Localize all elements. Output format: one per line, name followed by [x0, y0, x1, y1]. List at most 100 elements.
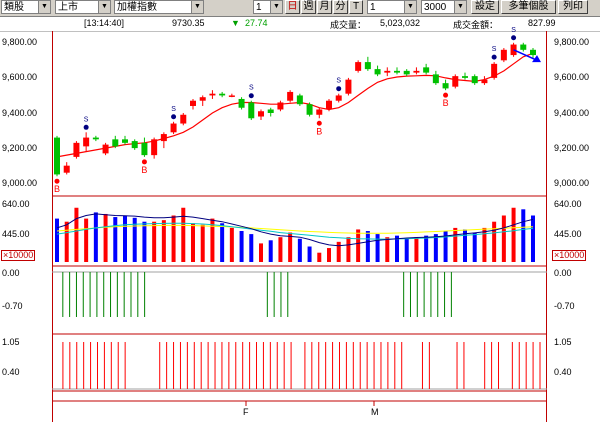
tick-button[interactable]: T: [349, 0, 363, 14]
chevron-down-icon[interactable]: ▼: [404, 1, 416, 13]
quote-price: 9730.35: [172, 18, 205, 28]
volume-value: 5,023,032: [380, 18, 421, 28]
volume-bar: [336, 241, 341, 262]
price-axis-label-right: 9,000.00: [554, 178, 590, 188]
candle-body: [238, 98, 245, 108]
volume-bar: [220, 223, 225, 262]
quote-change: 27.74: [245, 18, 268, 28]
index-value: 加權指數: [117, 2, 157, 13]
volume-unit-badge: ×10000: [1, 250, 36, 261]
volume-bar: [239, 231, 244, 262]
candle-body: [432, 74, 439, 84]
volume-bar: [171, 215, 176, 262]
bars-value: 3000: [424, 2, 447, 13]
candle-body: [413, 70, 420, 73]
volume-bar: [327, 248, 331, 262]
month-button[interactable]: 月: [317, 0, 332, 14]
volume-bar: [511, 207, 516, 262]
multi-stock-button[interactable]: 多筆個股: [501, 0, 556, 14]
volume-bar: [74, 207, 79, 262]
day-button[interactable]: 日: [285, 0, 300, 14]
candle-body: [209, 93, 216, 96]
candle-body: [287, 91, 294, 101]
index-select[interactable]: 加權指數 ▼: [114, 0, 204, 14]
chevron-down-icon[interactable]: ▼: [98, 1, 110, 13]
count-select[interactable]: 1 ▼: [367, 0, 417, 14]
volume-bar: [249, 234, 254, 262]
volume-bar: [433, 234, 438, 262]
volume-bar: [531, 215, 535, 262]
volume-bar: [297, 238, 302, 262]
candle-body: [306, 104, 313, 115]
candle-body: [180, 114, 187, 124]
candle-body: [355, 62, 362, 71]
volume-ma-line: [56, 224, 534, 234]
candle-body: [199, 97, 206, 101]
volume-axis-label: 640.00: [2, 199, 30, 209]
period-select[interactable]: 1 ▼: [253, 0, 283, 14]
category-value: 類股: [4, 2, 24, 13]
down-arrow-icon: ▼: [231, 18, 240, 28]
sell-signal-label: S: [492, 46, 497, 53]
candle-body: [374, 69, 381, 75]
price-axis-label: 9,400.00: [2, 108, 38, 118]
week-button[interactable]: 週: [301, 0, 316, 14]
price-axis-label: 9,800.00: [2, 37, 38, 47]
print-button[interactable]: 列印: [558, 0, 588, 14]
volume-bar: [404, 238, 409, 262]
indicator1-axis-label-right: -0.70: [554, 301, 575, 311]
chevron-down-icon[interactable]: ▼: [38, 1, 50, 13]
candle-body: [326, 100, 332, 110]
candle-body: [452, 76, 459, 87]
market-value: 上市: [58, 2, 78, 13]
volume-bar: [346, 237, 351, 262]
chevron-down-icon[interactable]: ▼: [270, 1, 282, 13]
minute-button[interactable]: 分: [333, 0, 348, 14]
market-select[interactable]: 上市 ▼: [55, 0, 111, 14]
candle-body: [102, 144, 109, 154]
quote-info-bar: [13:14:40] 9730.35 ▼ 27.74 成交量： 5,023,03…: [0, 17, 600, 32]
candle-body: [219, 93, 226, 96]
candle-body: [141, 142, 148, 156]
volume-bar: [152, 221, 157, 262]
sell-signal-label: S: [171, 106, 176, 113]
candle-body: [54, 137, 60, 175]
chevron-down-icon[interactable]: ▼: [454, 1, 466, 13]
sell-signal-label: S: [84, 116, 89, 123]
candle-body: [530, 49, 536, 56]
volume-bar: [317, 252, 322, 262]
candle-body: [296, 95, 303, 105]
volume-axis-label-right: 640.00: [554, 199, 582, 209]
trend-arrow-icon: [532, 55, 541, 63]
volume-bar: [132, 217, 137, 262]
buy-signal-dot: [54, 178, 60, 184]
quote-time: [13:14:40]: [84, 18, 125, 28]
candle-body: [83, 137, 90, 147]
volume-bar: [278, 237, 283, 262]
volume-label: 成交量：: [330, 20, 367, 30]
bars-select[interactable]: 3000 ▼: [421, 0, 467, 14]
chevron-down-icon[interactable]: ▼: [191, 1, 203, 13]
buy-signal-dot: [443, 92, 449, 98]
category-select[interactable]: 類股 ▼: [1, 0, 51, 14]
candle-body: [131, 141, 138, 149]
volume-bar: [375, 234, 380, 262]
candle-body: [122, 139, 128, 143]
candle-body: [423, 67, 430, 73]
volume-bar: [259, 243, 263, 262]
sell-signal-dot: [491, 54, 497, 60]
candle-body: [384, 70, 391, 73]
toolbar: 類股 ▼ 上市 ▼ 加權指數 ▼ 1 ▼ 日 週 月 分 T 1 ▼ 3000 ▼ 設定 多…: [0, 0, 600, 17]
candle-body: [190, 100, 196, 106]
sell-signal-dot: [248, 93, 254, 99]
trend-arrow-line: [513, 49, 538, 62]
candle-body: [491, 63, 498, 78]
volume-bar: [385, 237, 390, 262]
settings-button[interactable]: 設定: [471, 0, 499, 14]
candle-body: [520, 44, 527, 50]
volume-axis-label-right: 445.00: [554, 229, 582, 239]
volume-bar: [200, 224, 205, 262]
indicator2-axis-label-right: 1.05: [554, 337, 572, 347]
volume-bar: [395, 235, 399, 262]
